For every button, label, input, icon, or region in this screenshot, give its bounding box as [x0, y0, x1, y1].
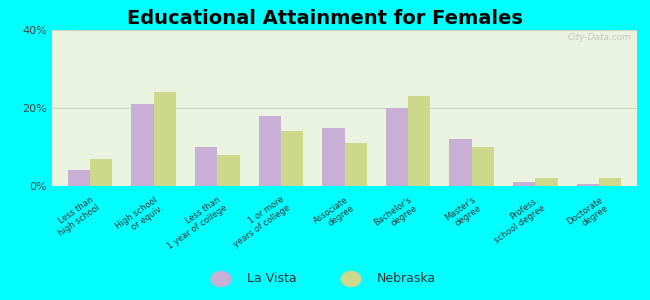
Text: Bachelor's
degree: Bachelor's degree [372, 195, 419, 236]
Text: High school
or equiv.: High school or equiv. [114, 195, 165, 239]
Bar [535, 178, 558, 186]
Bar [281, 131, 303, 186]
Text: Educational Attainment for Females: Educational Attainment for Females [127, 9, 523, 28]
Bar [344, 143, 367, 186]
Bar [513, 182, 535, 186]
Bar [68, 170, 90, 186]
Text: Less than
1 year of college: Less than 1 year of college [160, 195, 228, 251]
Bar [322, 128, 344, 186]
Text: Less than
high school: Less than high school [51, 195, 101, 238]
Bar [90, 159, 112, 186]
Text: Associate
degree: Associate degree [311, 195, 356, 234]
Text: Profess.
school degree: Profess. school degree [486, 195, 547, 245]
Bar [259, 116, 281, 186]
Bar [449, 139, 472, 186]
Text: La Vista: La Vista [247, 272, 296, 286]
Bar [154, 92, 176, 186]
Bar [577, 184, 599, 186]
Bar [217, 155, 240, 186]
Text: City-Data.com: City-Data.com [567, 33, 631, 42]
Bar [408, 96, 430, 186]
Bar [131, 104, 154, 186]
Text: Master's
degree: Master's degree [443, 195, 483, 231]
Text: Doctorate
degree: Doctorate degree [565, 195, 610, 235]
Text: 1 or more
years of college: 1 or more years of college [226, 195, 292, 249]
Bar [195, 147, 217, 186]
Text: Nebraska: Nebraska [377, 272, 436, 286]
Bar [386, 108, 408, 186]
Bar [599, 178, 621, 186]
Bar [472, 147, 494, 186]
